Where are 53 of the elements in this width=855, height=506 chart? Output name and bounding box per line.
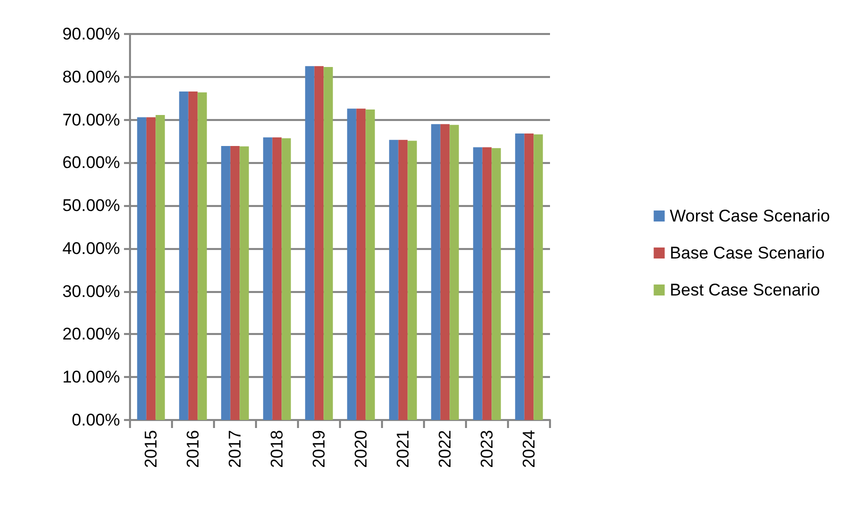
bar [534,134,543,420]
legend-label: Base Case Scenario [670,244,825,262]
bar [198,92,207,420]
x-tick-label: 2024 [520,430,538,468]
y-tick-label: 10.00% [62,368,120,387]
bar [492,148,501,420]
bar [515,134,524,420]
bar [450,124,459,420]
bar [188,91,198,420]
x-tick-label: 2019 [310,430,328,468]
y-tick-label: 80.00% [62,67,120,86]
bar [305,66,314,420]
bar [347,108,356,420]
x-tick-label: 2017 [226,430,244,468]
bar [524,134,534,420]
bar [440,124,450,420]
bar [314,66,324,420]
bar [473,147,482,420]
legend-label: Worst Case Scenario [670,206,830,226]
x-tick-label: 2020 [352,430,370,468]
bar [398,140,408,420]
x-tick-label: 2021 [394,430,412,468]
bar [179,91,188,420]
y-tick-label: 70.00% [62,110,120,130]
bar [389,140,398,420]
bar [146,117,156,420]
bar [431,124,440,420]
legend-label: Best Case Scenario [670,280,820,300]
y-tick-label: 40.00% [62,238,120,258]
bar [282,138,291,420]
bar [230,146,240,420]
x-tick-label: 2022 [436,430,454,468]
bar [240,146,249,420]
y-tick-label: 90.00% [62,24,120,44]
x-tick-label: 2023 [478,430,496,468]
bar [324,67,333,420]
bar [137,117,146,420]
x-tick-label: 2015 [142,430,160,468]
bar [156,115,165,420]
bar [356,108,366,420]
bar [221,146,230,420]
bar [366,109,375,420]
y-tick-label: 60.00% [62,153,120,172]
x-tick-label: 2018 [268,430,286,468]
y-tick-label: 30.00% [62,282,120,301]
y-tick-label: 0.00% [72,410,120,430]
bar [272,137,282,420]
y-tick-label: 20.00% [62,324,120,344]
y-tick-label: 50.00% [62,196,120,216]
bar [263,137,272,420]
bar [482,147,492,420]
bar [408,140,417,420]
x-tick-label: 2016 [184,430,202,468]
